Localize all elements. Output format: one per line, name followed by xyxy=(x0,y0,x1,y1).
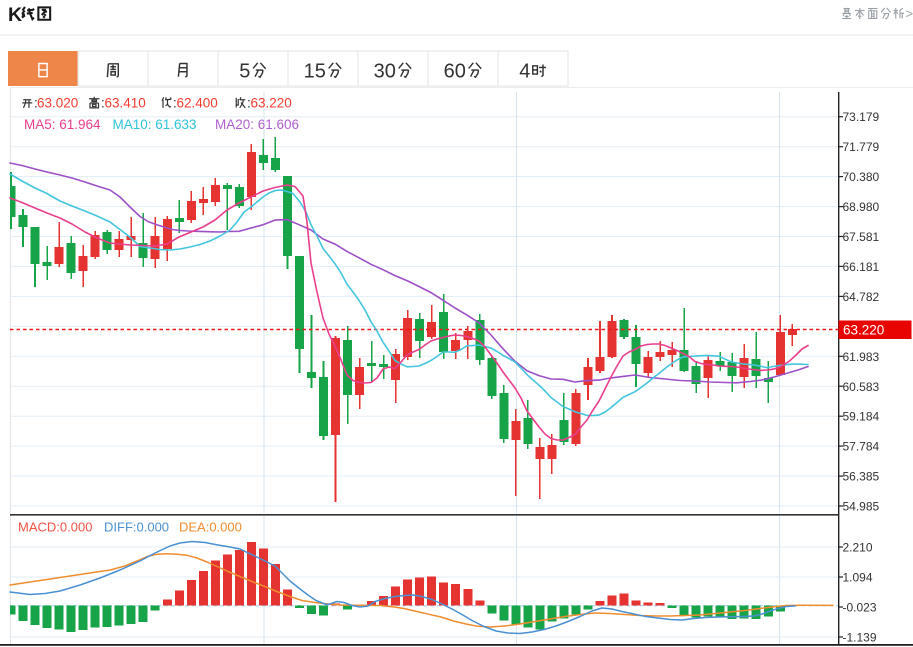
svg-text:62.400: 62.400 xyxy=(177,96,218,111)
svg-text::: : xyxy=(247,96,251,111)
svg-text:64.782: 64.782 xyxy=(843,290,880,304)
svg-text:DIFF:0.000: DIFF:0.000 xyxy=(104,520,169,535)
svg-text:MACD:0.000: MACD:0.000 xyxy=(18,520,92,535)
svg-text:57.784: 57.784 xyxy=(843,440,880,454)
svg-text:73.179: 73.179 xyxy=(843,110,880,124)
svg-text:5: 5 xyxy=(239,61,250,83)
svg-text:67.581: 67.581 xyxy=(843,230,880,244)
svg-text:54.985: 54.985 xyxy=(843,500,880,514)
svg-text:61.983: 61.983 xyxy=(843,350,880,364)
svg-text:2.210: 2.210 xyxy=(843,541,873,555)
svg-text:70.380: 70.380 xyxy=(843,170,880,184)
svg-text:DEA:0.000: DEA:0.000 xyxy=(179,520,242,535)
svg-text:63.410: 63.410 xyxy=(105,96,146,111)
svg-text:71.779: 71.779 xyxy=(843,140,880,154)
svg-text:MA5: 61.964: MA5: 61.964 xyxy=(24,117,101,132)
svg-text:>: > xyxy=(906,6,913,21)
svg-text:59.184: 59.184 xyxy=(843,410,880,424)
svg-text:63.220: 63.220 xyxy=(251,96,292,111)
svg-text:MA10: 61.633: MA10: 61.633 xyxy=(113,117,197,132)
svg-text:MA20: 61.606: MA20: 61.606 xyxy=(215,117,299,132)
svg-text:4: 4 xyxy=(519,61,530,83)
svg-text:63.020: 63.020 xyxy=(37,96,78,111)
svg-text::: : xyxy=(101,96,105,111)
svg-text:63.220: 63.220 xyxy=(843,323,884,338)
svg-text:68.980: 68.980 xyxy=(843,200,880,214)
svg-text:-1.139: -1.139 xyxy=(843,631,877,645)
svg-text:60: 60 xyxy=(444,61,466,83)
svg-text:1.094: 1.094 xyxy=(843,571,873,585)
svg-text:-0.023: -0.023 xyxy=(843,601,877,615)
svg-text::: : xyxy=(34,96,38,111)
svg-text:60.583: 60.583 xyxy=(843,380,880,394)
svg-text:56.385: 56.385 xyxy=(843,470,880,484)
svg-text:K: K xyxy=(8,4,22,26)
svg-text:30: 30 xyxy=(374,61,396,83)
svg-text:15: 15 xyxy=(304,61,326,83)
svg-text::: : xyxy=(173,96,177,111)
svg-text:66.181: 66.181 xyxy=(843,260,880,274)
